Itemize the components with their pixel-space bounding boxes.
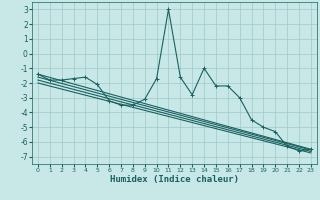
X-axis label: Humidex (Indice chaleur): Humidex (Indice chaleur) [110, 175, 239, 184]
